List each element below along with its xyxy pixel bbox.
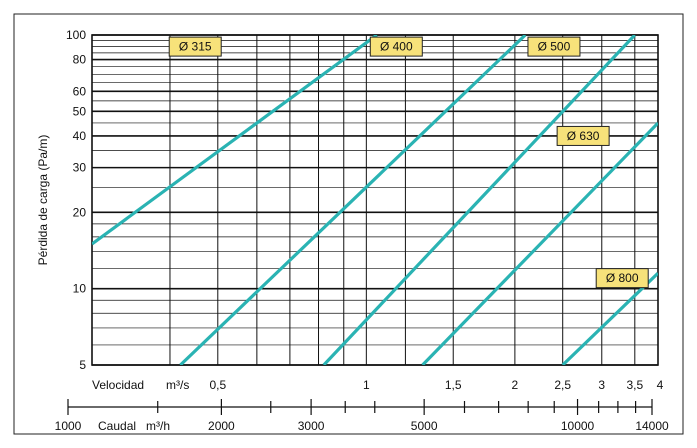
series-line-3 — [421, 121, 658, 365]
y-tick-label: 5 — [79, 358, 86, 372]
series-line-0 — [92, 35, 378, 246]
y-tick-label: 50 — [73, 104, 87, 118]
figure-frame — [13, 13, 684, 435]
series-label-1: Ø 400 — [369, 36, 423, 57]
series-label-text: Ø 800 — [606, 271, 639, 285]
flow-axis-label: Caudal — [98, 419, 136, 433]
y-tick-label: 10 — [73, 282, 87, 296]
y-tick-label: 20 — [73, 205, 87, 219]
velocity-tick-label: 2 — [512, 378, 519, 392]
series-label-4: Ø 800 — [595, 268, 649, 289]
series-label-box — [369, 36, 423, 57]
velocity-axis-unit: m³/s — [166, 378, 189, 392]
velocity-tick-label: 4 — [657, 378, 664, 392]
flow-tick-label: 2000 — [208, 419, 235, 433]
series-line-4 — [561, 272, 658, 365]
y-tick-label: 60 — [73, 84, 87, 98]
velocity-tick-label: 1 — [363, 378, 370, 392]
series-label-box — [595, 268, 649, 289]
series-labels: Ø 315 Ø 400 Ø 500 Ø 630 Ø 800 — [168, 36, 649, 289]
y-tick-label: 100 — [66, 28, 86, 42]
series-label-2: Ø 500 — [527, 36, 581, 57]
flow-axis-unit: m³/h — [146, 419, 170, 433]
series-label-box — [168, 36, 222, 57]
velocity-tick-label: 3,5 — [626, 378, 643, 392]
series-label-text: Ø 315 — [179, 40, 212, 54]
velocity-tick-label: 2,5 — [554, 378, 571, 392]
flow-tick-label: 14000 — [635, 419, 669, 433]
series-line-1 — [179, 35, 527, 365]
flow-tick-label: 5000 — [411, 419, 438, 433]
y-axis-title: Pérdida de carga (Pa/m) — [36, 135, 50, 266]
series-label-text: Ø 630 — [567, 129, 600, 143]
velocity-tick-label: 1,5 — [445, 378, 462, 392]
velocity-tick-label: 0,5 — [209, 378, 226, 392]
plot-area — [92, 35, 658, 365]
series-label-box — [556, 125, 610, 146]
series-label-text: Ø 400 — [380, 40, 413, 54]
grid — [91, 34, 659, 366]
flow-tick-label: 3000 — [298, 419, 325, 433]
axes: Pérdida de carga (Pa/m) Velocidad Caudal… — [36, 28, 669, 433]
series-label-0: Ø 315 — [168, 36, 222, 57]
series-label-text: Ø 500 — [538, 40, 571, 54]
flow-tick-label: 10000 — [561, 419, 595, 433]
y-tick-label: 30 — [73, 161, 87, 175]
flow-tick-label: 1000 — [55, 419, 82, 433]
series-label-box — [527, 36, 581, 57]
series-label-3: Ø 630 — [556, 125, 610, 146]
series-line-2 — [322, 35, 636, 365]
y-tick-label: 80 — [73, 53, 87, 67]
velocity-tick-label: 3 — [598, 378, 605, 392]
y-tick-label: 40 — [73, 129, 87, 143]
series-group — [92, 35, 658, 365]
velocity-axis-label: Velocidad — [92, 378, 144, 392]
